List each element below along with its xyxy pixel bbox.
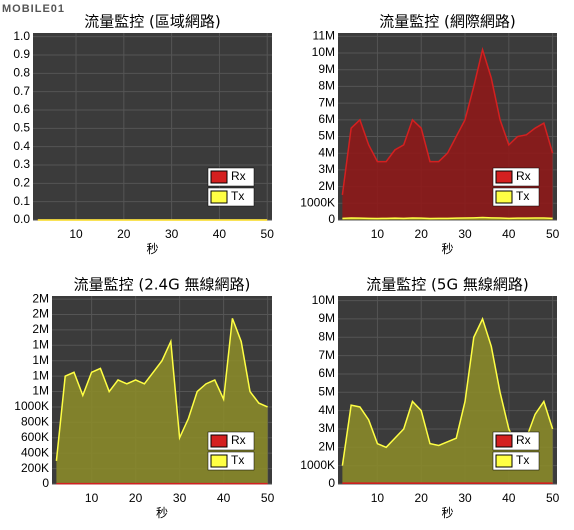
x-tick-label: 30 (458, 491, 472, 505)
y-tick-label: 0.8 (13, 66, 30, 80)
y-tick-label: 200K (21, 461, 49, 475)
y-tick-label: 10M (312, 45, 335, 59)
legend-label: Tx (231, 453, 244, 467)
y-tick-label: 10M (312, 293, 335, 307)
x-tick-label: 20 (415, 491, 429, 505)
x-tick-label: 50 (546, 227, 560, 241)
legend-label: Tx (516, 189, 529, 203)
y-tick-label: 2M (318, 179, 335, 193)
y-tick-label: 1000K (14, 399, 49, 413)
y-tick-label: 0.3 (13, 157, 30, 171)
y-tick-label: 1000K (300, 195, 335, 209)
y-tick-label: 0.7 (13, 84, 30, 98)
legend-swatch (495, 454, 513, 468)
x-axis-label: 秒 (441, 242, 453, 256)
legend-swatch (495, 190, 513, 204)
line (55, 318, 268, 461)
y-tick-label: 4M (318, 145, 335, 159)
y-tick-label: 0.4 (13, 139, 30, 153)
y-tick-label: 2M (32, 291, 49, 305)
y-tick-label: 7M (318, 95, 335, 109)
legend-label: Rx (231, 169, 246, 183)
y-tick-label: 8M (318, 329, 335, 343)
y-tick-label: 2M (32, 307, 49, 321)
y-tick-label: 1M (32, 353, 49, 367)
x-tick-label: 20 (117, 227, 131, 241)
x-tick-label: 10 (371, 491, 385, 505)
x-tick-label: 30 (458, 227, 472, 241)
x-tick-label: 40 (502, 227, 516, 241)
legend-swatch (495, 434, 513, 448)
y-tick-label: 4M (318, 403, 335, 417)
y-tick-label: 9M (318, 62, 335, 76)
y-tick-label: 3M (318, 421, 335, 435)
x-tick-label: 50 (546, 491, 560, 505)
y-tick-label: 6M (318, 112, 335, 126)
x-tick-label: 10 (69, 227, 83, 241)
x-tick-label: 30 (173, 491, 187, 505)
legend-swatch (210, 454, 228, 468)
y-tick-label: 7M (318, 348, 335, 362)
chart-title: 流量監控 (5G 無線網路) (366, 276, 528, 294)
y-tick-label: 1.0 (13, 29, 30, 43)
y-tick-label: 0 (328, 476, 335, 490)
x-axis-label: 秒 (441, 506, 453, 520)
watermark: MOBILE01 (2, 3, 65, 15)
x-tick-label: 10 (85, 491, 99, 505)
y-tick-label: 0 (42, 476, 49, 490)
x-tick-label: 50 (261, 227, 275, 241)
y-tick-label: 0.2 (13, 176, 30, 190)
y-tick-label: 1M (32, 337, 49, 351)
y-tick-label: 600K (21, 430, 49, 444)
legend-label: Rx (516, 433, 531, 447)
y-tick-label: 1M (32, 384, 49, 398)
legend-swatch (495, 170, 513, 184)
y-tick-label: 3M (318, 162, 335, 176)
y-tick-label: 1000K (300, 458, 335, 472)
x-tick-label: 10 (371, 227, 385, 241)
legend-label: Tx (231, 189, 244, 203)
y-tick-label: 0.6 (13, 102, 30, 116)
x-tick-label: 40 (213, 227, 227, 241)
y-tick-label: 2M (318, 439, 335, 453)
y-tick-label: 2M (32, 322, 49, 336)
x-tick-label: 20 (415, 227, 429, 241)
chart-title: 流量監控 (2.4G 無線網路) (74, 276, 251, 294)
x-tick-label: 50 (261, 491, 275, 505)
x-axis-label: 秒 (156, 506, 168, 520)
x-tick-label: 40 (217, 491, 231, 505)
y-tick-label: 5M (318, 384, 335, 398)
line (342, 216, 553, 220)
legend-label: Rx (231, 433, 246, 447)
chart-title: 流量監控 (網際網路) (379, 13, 515, 31)
legend-label: Rx (516, 169, 531, 183)
y-tick-label: 0 (328, 212, 335, 226)
legend-swatch (210, 190, 228, 204)
legend-swatch (210, 170, 228, 184)
x-axis-label: 秒 (146, 242, 158, 256)
line (341, 46, 554, 196)
y-tick-label: 8M (318, 79, 335, 93)
y-tick-label: 0.1 (13, 194, 30, 208)
legend-label: Tx (516, 453, 529, 467)
y-tick-label: 0.9 (13, 47, 30, 61)
x-tick-label: 40 (502, 491, 516, 505)
y-tick-label: 800K (21, 415, 49, 429)
y-tick-label: 5M (318, 129, 335, 143)
legend-swatch (210, 434, 228, 448)
y-tick-label: 11M (313, 29, 335, 43)
y-tick-label: 0.0 (13, 212, 30, 226)
x-tick-label: 20 (129, 491, 143, 505)
y-tick-label: 0.5 (13, 121, 30, 135)
y-tick-label: 9M (318, 311, 335, 325)
y-tick-label: 1M (32, 368, 49, 382)
y-tick-label: 6M (318, 366, 335, 380)
x-tick-label: 30 (165, 227, 179, 241)
y-tick-label: 400K (21, 445, 49, 459)
chart-title: 流量監控 (區域網路) (84, 13, 220, 31)
